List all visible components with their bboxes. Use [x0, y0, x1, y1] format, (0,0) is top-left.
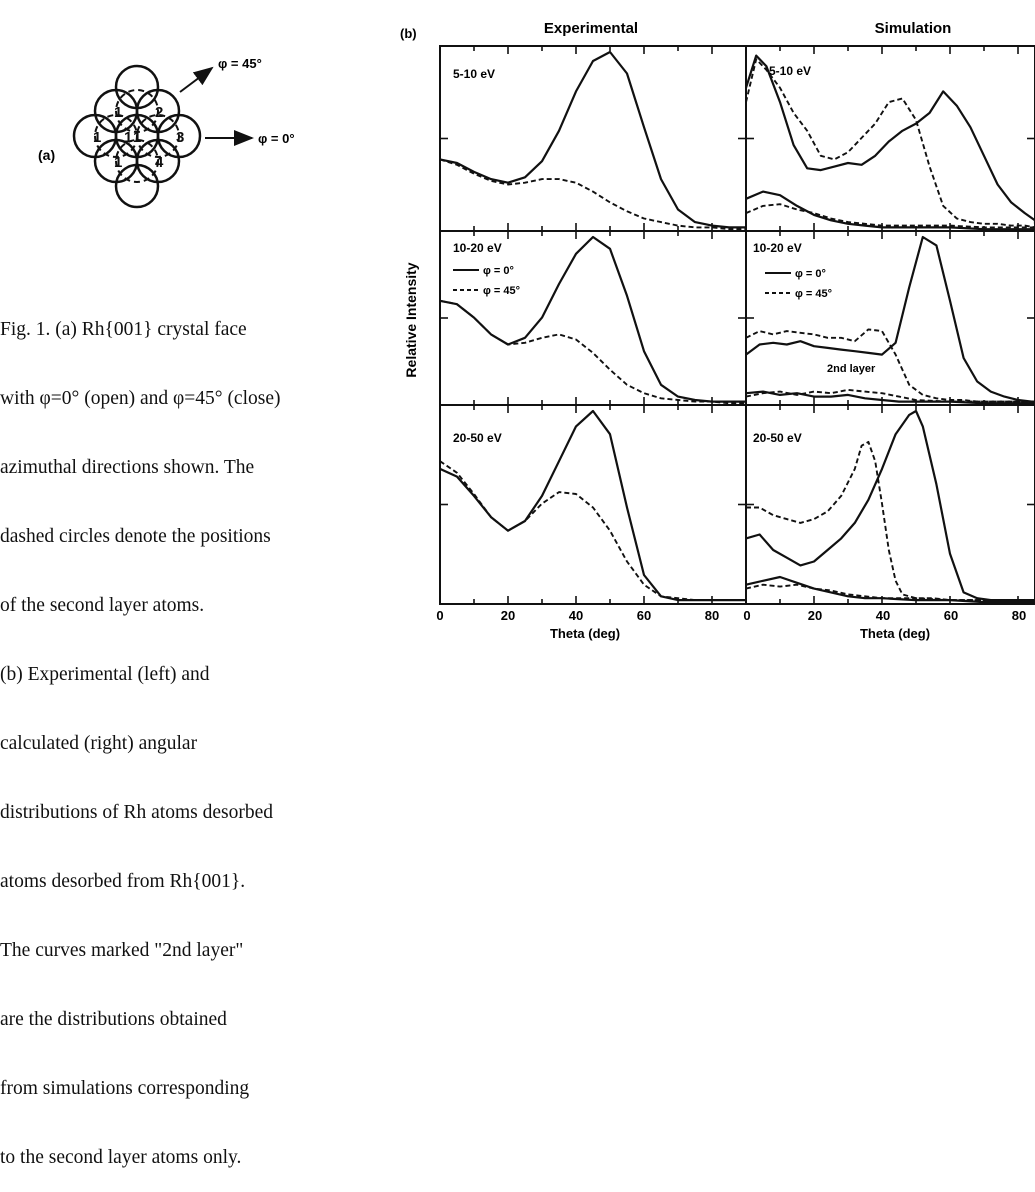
atom-labels: 1 2 3 4 1 1 1 1	[93, 104, 184, 171]
series-line	[439, 50, 746, 229]
caption-line: atoms desorbed from Rh{001}.	[0, 871, 246, 892]
caption-line: distributions of Rh atoms desorbed	[0, 802, 273, 823]
x-tick-label: 60	[944, 608, 958, 623]
series-line	[745, 235, 1035, 403]
series-line	[745, 390, 1035, 405]
plot-frame	[745, 230, 1035, 406]
energy-label-sim-row3: 20-50 eV	[753, 431, 802, 445]
atom-label: 2	[155, 104, 163, 121]
legend-solid-label: φ = 0°	[795, 268, 826, 280]
x-tick-label: 20	[501, 608, 515, 623]
x-tick-label: 40	[569, 608, 583, 623]
y-axis-label: Relative Intensity	[403, 262, 419, 377]
panel-b-label: (b)	[400, 26, 417, 41]
x-tick-label: 80	[1012, 608, 1026, 623]
legend-experimental: φ = 0° φ = 45°	[453, 265, 520, 297]
series-line	[745, 203, 1035, 229]
plot-frame	[439, 230, 747, 406]
energy-label-exp-row1: 5-10 eV	[453, 67, 495, 81]
atom-label: 3	[176, 129, 184, 146]
x-tick-label: 80	[705, 608, 719, 623]
caption-line: with φ=0° (open) and φ=45° (close)	[0, 388, 281, 409]
caption-line: calculated (right) angular	[0, 733, 198, 754]
plot-frames	[439, 45, 1035, 605]
atom-label: 1	[93, 129, 101, 146]
angular-distribution-plots: (b) Experimental Simulation Relative Int…	[400, 20, 1035, 641]
energy-label-sim-row2: 10-20 eV	[753, 241, 802, 255]
second-layer-atoms	[94, 89, 180, 183]
series-line	[745, 190, 1035, 231]
first-layer-atoms	[72, 64, 202, 209]
column-title-experimental: Experimental	[544, 20, 638, 37]
caption-line: (b) Experimental (left) and	[0, 664, 210, 685]
caption-line: from simulations corresponding	[0, 1078, 250, 1099]
atom-label: 4	[155, 154, 164, 171]
plot-ticks	[439, 46, 1035, 604]
caption-line: Fig. 1. (a) Rh{001} crystal face	[0, 319, 247, 340]
series-line	[439, 460, 746, 602]
energy-label-sim-row1: 5-10 eV	[769, 64, 811, 78]
x-tick-label: 40	[876, 608, 890, 623]
second-layer-label: 2nd layer	[827, 363, 876, 375]
figure-caption: Fig. 1. (a) Rh{001} crystal face with φ=…	[0, 272, 395, 1192]
series-line	[439, 299, 746, 405]
energy-label-exp-row3: 20-50 eV	[453, 431, 502, 445]
phi0-label: φ = 0°	[258, 131, 295, 146]
energy-label-exp-row2: 10-20 eV	[453, 241, 502, 255]
x-axis-label-simulation: Theta (deg)	[860, 626, 930, 641]
series-line	[745, 58, 1035, 229]
legend-simulation: φ = 0° φ = 45°	[765, 268, 832, 300]
series-line	[745, 575, 1035, 604]
series-line	[745, 409, 1035, 602]
x-axis-label-experimental: Theta (deg)	[550, 626, 620, 641]
column-title-simulation: Simulation	[875, 20, 952, 37]
caption-line: to the second layer atoms only.	[0, 1147, 242, 1168]
caption-line: The curves marked "2nd layer"	[0, 940, 244, 961]
atom-label: 1	[124, 129, 132, 146]
legend-dashed-label: φ = 45°	[483, 285, 520, 297]
series-line	[746, 440, 1035, 602]
caption-line: azimuthal directions shown. The	[0, 457, 255, 478]
legend-dashed-label: φ = 45°	[795, 288, 832, 300]
caption-line: dashed circles denote the positions	[0, 526, 271, 547]
caption-line: of the second layer atoms.	[0, 595, 205, 616]
plot-curves	[439, 50, 1035, 604]
x-tick-label: 0	[436, 608, 443, 623]
atom-label: 1	[114, 154, 122, 171]
legend-solid-label: φ = 0°	[483, 265, 514, 277]
series-line	[744, 54, 1035, 224]
series-line	[745, 388, 1035, 403]
x-tick-label: 0	[743, 608, 750, 623]
series-line	[439, 158, 746, 231]
atom-label: 1	[133, 129, 141, 146]
series-line	[745, 328, 1035, 403]
x-tick-label: 60	[637, 608, 651, 623]
x-tick-label: 20	[808, 608, 822, 623]
x-tick-labels: 0 20 40 60 80 0 20 40 60 80	[436, 608, 1026, 623]
crystal-face-diagram: (a) 1 2 3 4 1 1 1 1 φ = 45° φ = 0°	[38, 56, 295, 209]
caption-line: are the distributions obtained	[0, 1009, 227, 1030]
series-line	[439, 235, 746, 403]
series-line	[745, 583, 1035, 602]
phi45-arrow	[179, 66, 214, 93]
panel-a-label: (a)	[38, 147, 55, 163]
atom-label: 1	[114, 104, 122, 121]
phi45-label: φ = 45°	[218, 56, 262, 71]
